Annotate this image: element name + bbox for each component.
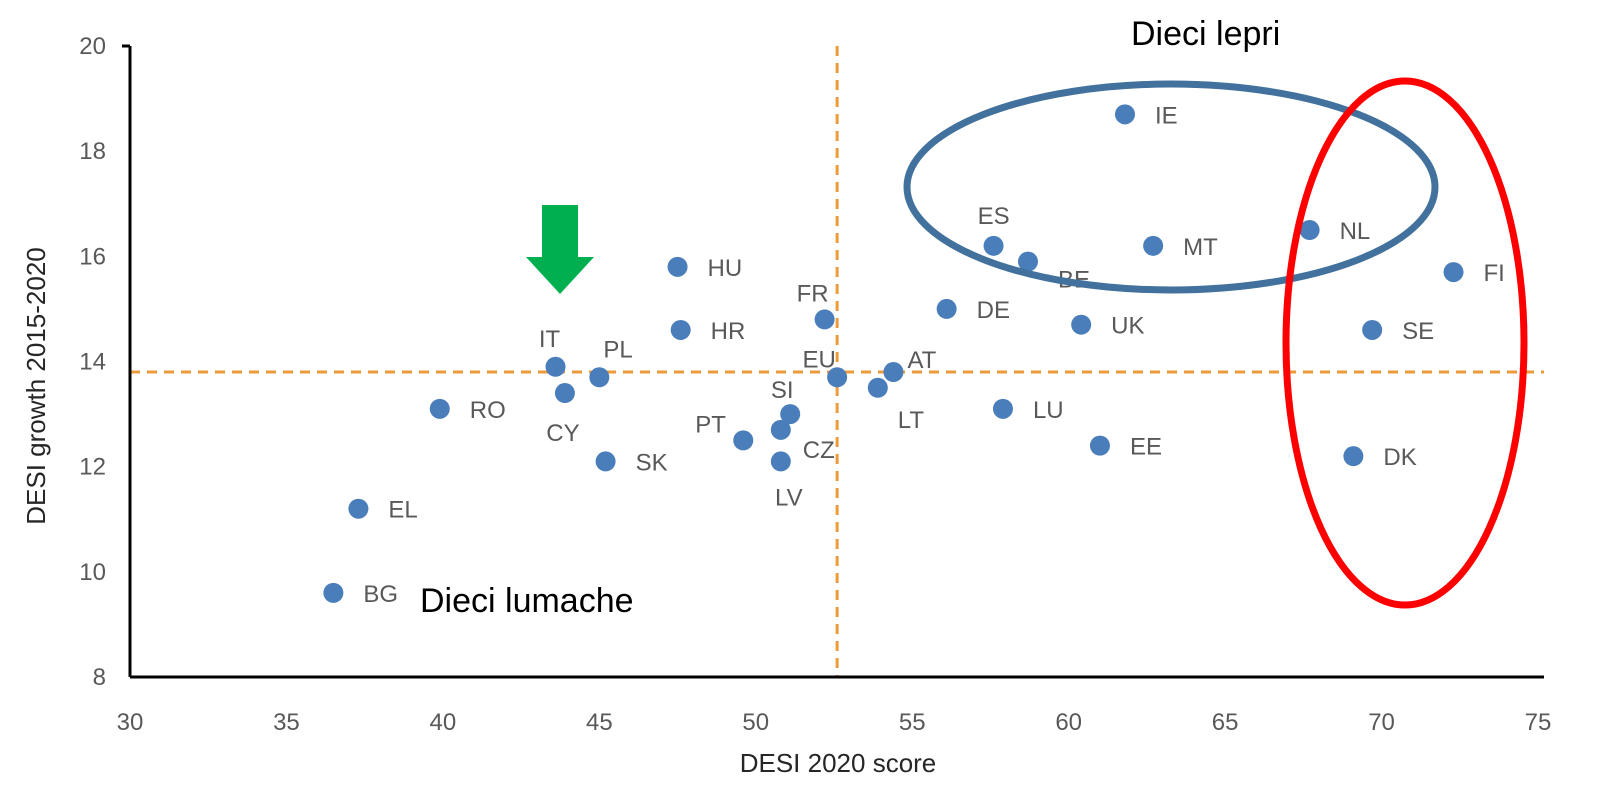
y-tick-label: 14 [79, 349, 106, 376]
arrow-down-icon [526, 205, 594, 294]
leaders-highlight-ellipse [903, 80, 1439, 294]
y-tick-label: 8 [93, 664, 106, 691]
x-tick-label: 30 [117, 709, 144, 736]
point-label-mt: MT [1183, 234, 1218, 261]
data-point-nl [1299, 220, 1320, 241]
data-point-sk [595, 451, 616, 472]
point-label-hu: HU [708, 255, 743, 282]
point-label-ie: IE [1155, 102, 1178, 129]
data-point-at [883, 362, 904, 383]
y-tick-label: 20 [79, 33, 106, 60]
y-tick-labels: 8 10 12 14 16 18 20 [79, 33, 106, 691]
nordic-highlight-ellipse [1282, 77, 1528, 609]
data-point-cy [554, 383, 575, 404]
data-point-mt [1143, 235, 1164, 256]
y-tick-label: 10 [79, 559, 106, 586]
y-tick-label: 16 [79, 243, 106, 270]
data-point-eu [827, 367, 848, 388]
x-tick-label: 50 [742, 709, 769, 736]
point-label-cz: CZ [803, 437, 835, 464]
data-point-hr [670, 319, 691, 340]
point-label-uk: UK [1111, 313, 1144, 340]
data-point-el [348, 498, 369, 519]
point-label-ee: EE [1130, 434, 1162, 461]
data-point-se [1362, 319, 1383, 340]
x-tick-label: 70 [1368, 709, 1395, 736]
point-label-lt: LT [898, 407, 925, 434]
data-point-es [983, 235, 1004, 256]
point-label-es: ES [978, 203, 1010, 230]
y-tick-label: 18 [79, 138, 106, 165]
point-label-lv: LV [775, 484, 803, 511]
point-label-nl: NL [1340, 218, 1371, 245]
data-point-de [936, 298, 957, 319]
point-label-se: SE [1402, 318, 1434, 345]
point-label-pt: PT [695, 411, 726, 438]
data-point-be [1017, 251, 1038, 272]
data-point-pl [589, 367, 610, 388]
x-tick-label: 45 [586, 709, 613, 736]
data-point-hu [667, 256, 688, 277]
data-point-fr [814, 309, 835, 330]
data-point-dk [1343, 446, 1364, 467]
x-axis-title: DESI 2020 score [740, 748, 937, 778]
data-point-it [545, 356, 566, 377]
point-label-hr: HR [711, 318, 746, 345]
data-point-lv [770, 451, 791, 472]
annotation-dieci-lumache: Dieci lumache [420, 582, 634, 620]
point-label-eu: EU [802, 346, 835, 373]
y-tick-label: 12 [79, 454, 106, 481]
point-label-bg: BG [363, 581, 398, 608]
point-label-sk: SK [636, 449, 668, 476]
data-point-pt [733, 430, 754, 451]
point-label-el: EL [388, 497, 417, 524]
x-tick-label: 60 [1055, 709, 1082, 736]
data-point-lt [867, 377, 888, 398]
point-label-si: SI [771, 377, 794, 404]
data-point-ie [1114, 104, 1135, 125]
data-point-ee [1089, 435, 1110, 456]
point-label-de: DE [977, 297, 1010, 324]
point-label-at: AT [907, 347, 936, 374]
axes [122, 44, 1544, 679]
point-label-fr: FR [797, 280, 829, 307]
point-label-lu: LU [1033, 397, 1064, 424]
data-point-ro [429, 398, 450, 419]
point-label-pl: PL [603, 336, 632, 363]
data-points [323, 104, 1464, 603]
data-point-cz [770, 419, 791, 440]
point-label-it: IT [539, 326, 561, 353]
data-point-si [780, 404, 801, 425]
data-point-bg [323, 582, 344, 603]
x-tick-label: 40 [430, 709, 457, 736]
x-tick-label: 35 [273, 709, 300, 736]
data-point-lu [992, 398, 1013, 419]
data-point-uk [1071, 314, 1092, 335]
x-tick-label: 55 [899, 709, 926, 736]
annotation-overlays [526, 77, 1528, 609]
point-label-ro: RO [470, 397, 506, 424]
point-label-fi: FI [1484, 260, 1505, 287]
x-tick-label: 65 [1212, 709, 1239, 736]
x-tick-label: 75 [1525, 709, 1552, 736]
point-label-dk: DK [1383, 444, 1416, 471]
point-label-cy: CY [546, 420, 579, 447]
y-axis-title: DESI growth 2015-2020 [21, 247, 51, 525]
x-tick-labels: 30 35 40 45 50 55 60 65 70 75 [117, 709, 1552, 736]
annotation-dieci-lepri: Dieci lepri [1131, 15, 1280, 53]
data-point-fi [1443, 262, 1464, 283]
